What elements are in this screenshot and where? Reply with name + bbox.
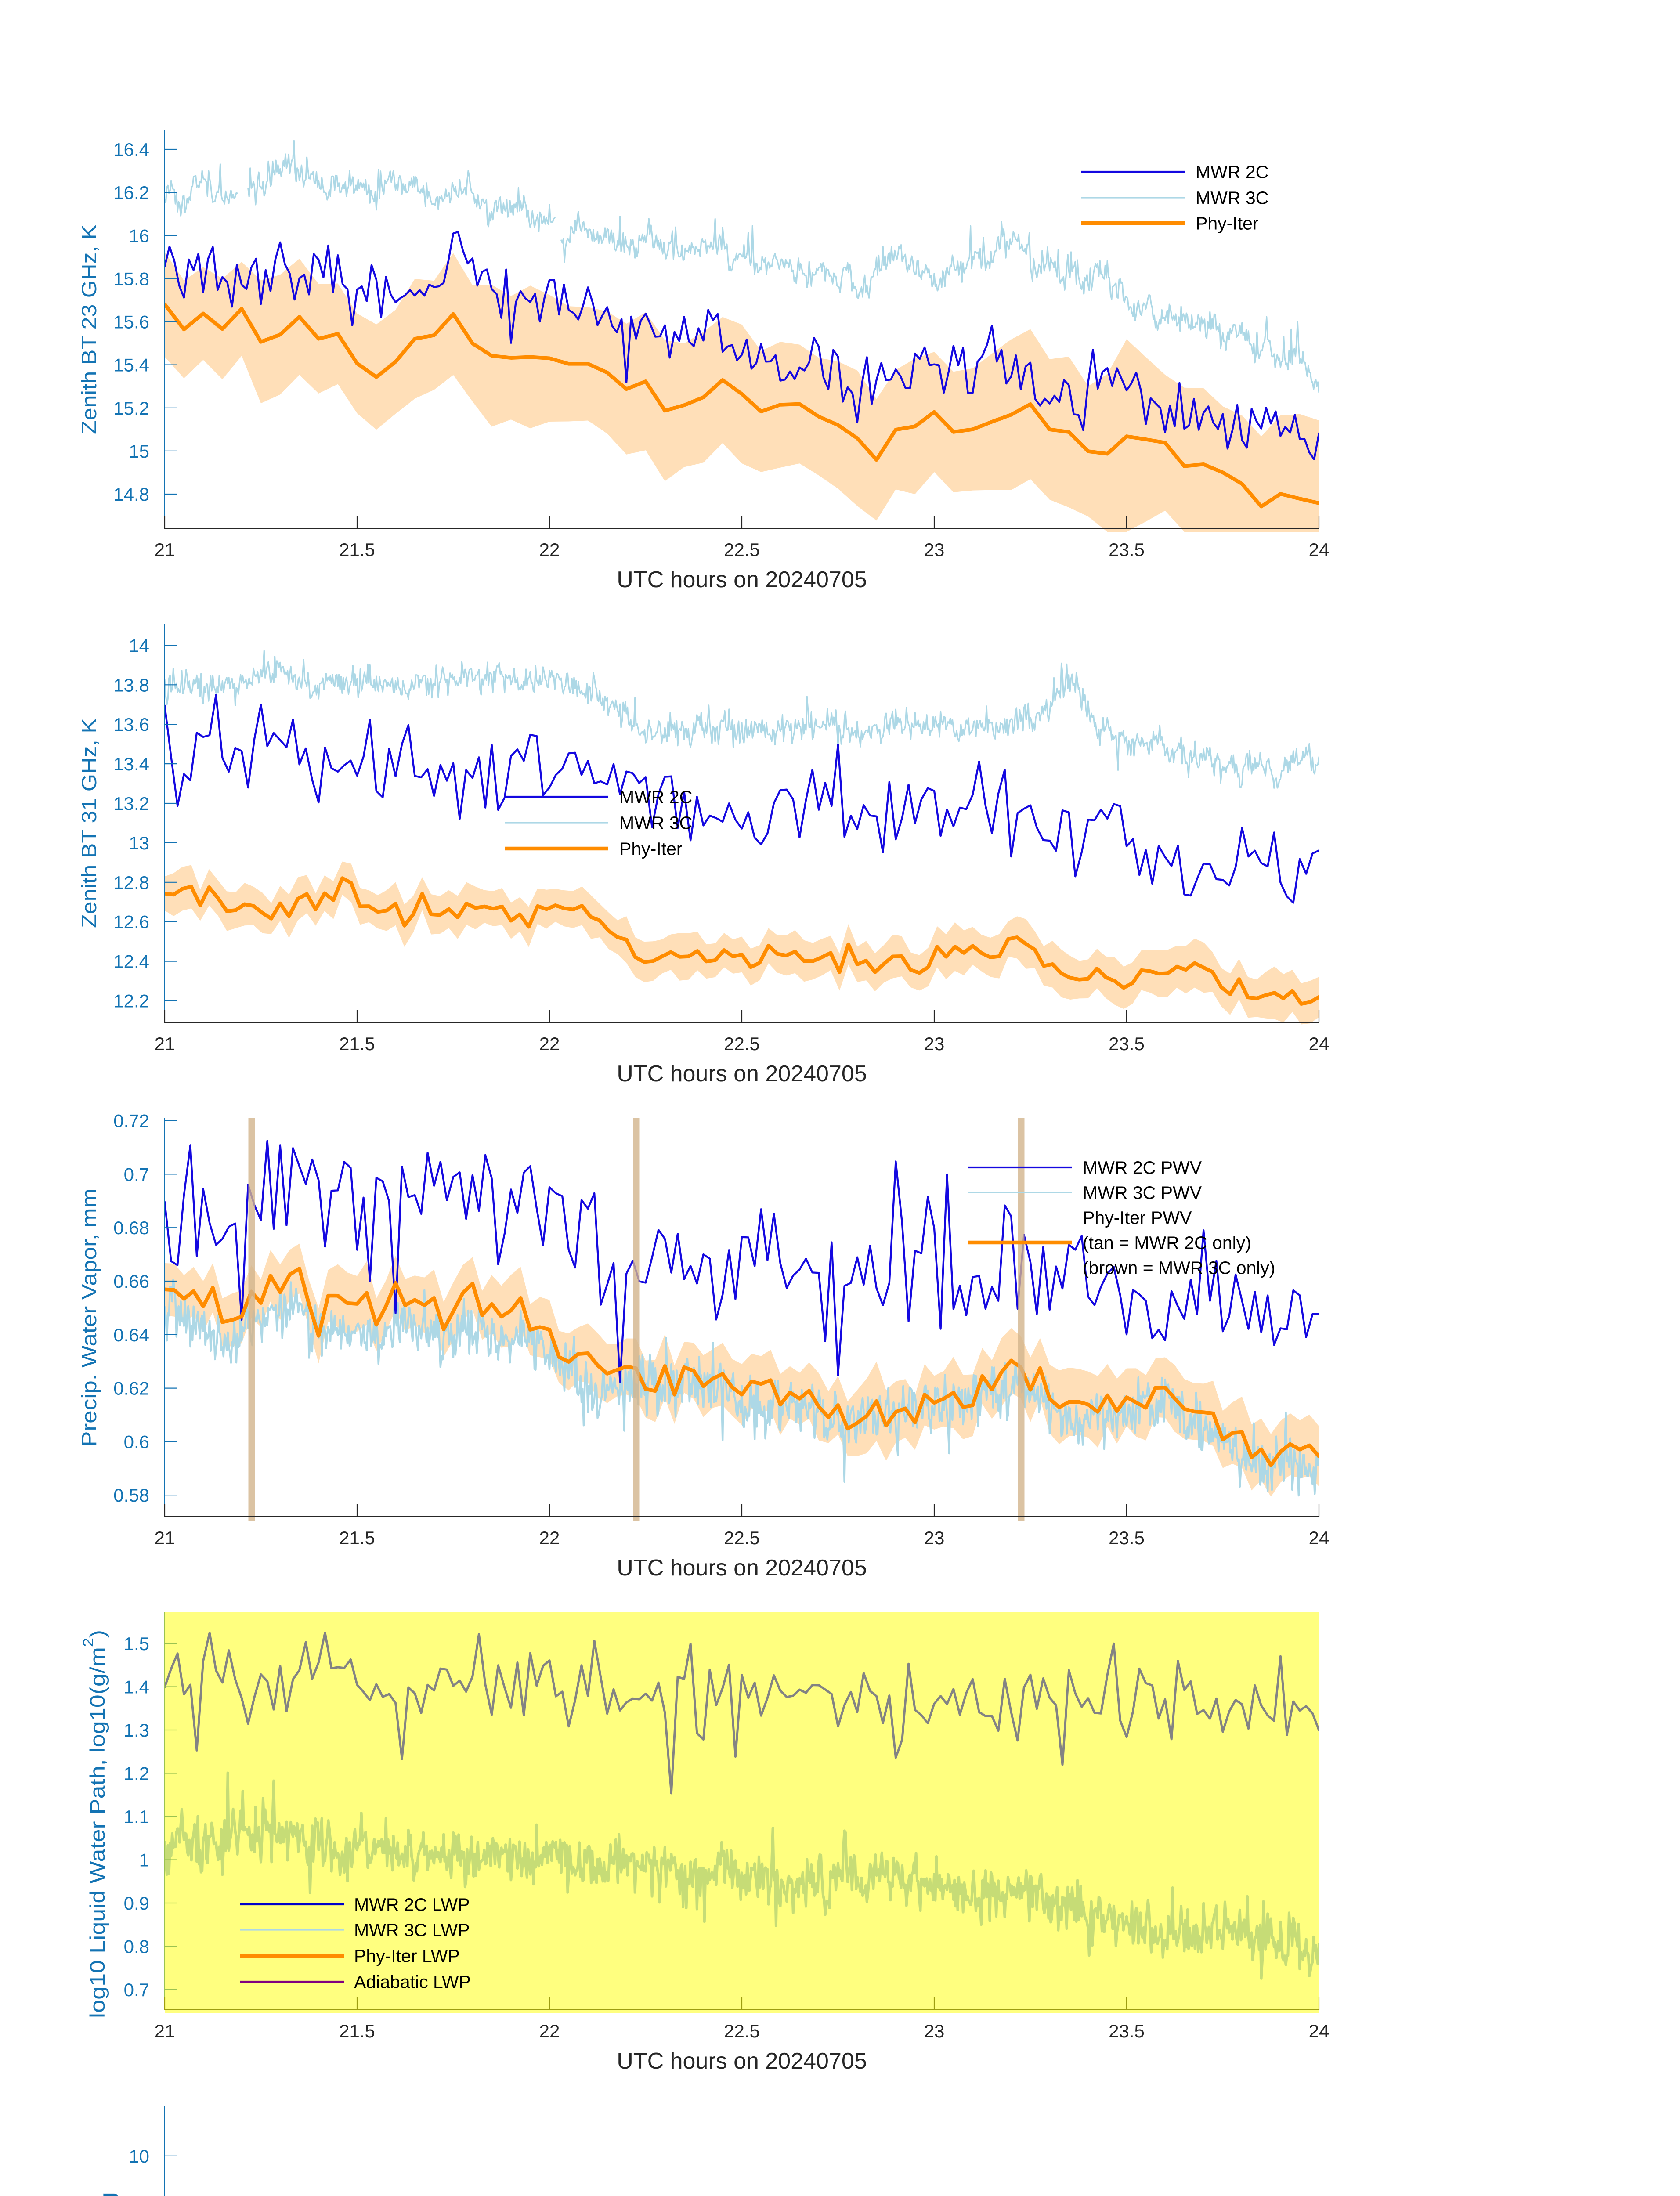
- svg-text:12.2: 12.2: [113, 991, 149, 1011]
- svg-text:Adiabatic LWP: Adiabatic LWP: [354, 1972, 471, 1992]
- svg-text:MWR 2C: MWR 2C: [1196, 162, 1268, 182]
- svg-text:23.5: 23.5: [1109, 1528, 1145, 1548]
- svg-text:0.66: 0.66: [113, 1271, 149, 1292]
- svg-text:22.5: 22.5: [724, 1528, 760, 1548]
- svg-text:24: 24: [1309, 539, 1330, 560]
- svg-text:13.4: 13.4: [113, 754, 149, 774]
- svg-text:1.1: 1.1: [124, 1806, 149, 1827]
- svg-text:23: 23: [924, 1033, 945, 1054]
- svg-text:15.6: 15.6: [113, 312, 149, 332]
- svg-text:21: 21: [155, 539, 175, 560]
- svg-text:21.5: 21.5: [339, 1528, 375, 1548]
- svg-text:0.68: 0.68: [113, 1217, 149, 1238]
- svg-text:MWR Phy Iter DQ Flag: MWR Phy Iter DQ Flag: [95, 2192, 119, 2196]
- svg-text:13: 13: [129, 833, 149, 853]
- svg-text:Phy-Iter: Phy-Iter: [1196, 213, 1259, 234]
- svg-text:12.4: 12.4: [113, 951, 149, 972]
- svg-text:0.72: 0.72: [113, 1111, 149, 1131]
- svg-text:24: 24: [1309, 2021, 1330, 2041]
- svg-text:0.7: 0.7: [124, 1164, 149, 1185]
- svg-text:13.8: 13.8: [113, 675, 149, 695]
- svg-text:21: 21: [155, 1033, 175, 1054]
- svg-text:16: 16: [129, 225, 149, 246]
- svg-text:MWR 3C: MWR 3C: [1196, 188, 1268, 208]
- svg-text:1: 1: [139, 1850, 149, 1871]
- svg-text:MWR 3C LWP: MWR 3C LWP: [354, 1920, 470, 1940]
- svg-text:21.5: 21.5: [339, 2021, 375, 2041]
- svg-text:0.9: 0.9: [124, 1893, 149, 1914]
- svg-text:16.4: 16.4: [113, 139, 149, 160]
- svg-text:Zenith BT 31 GHz, K: Zenith BT 31 GHz, K: [77, 718, 101, 928]
- svg-text:23.5: 23.5: [1109, 539, 1145, 560]
- svg-text:1.4: 1.4: [124, 1677, 149, 1698]
- svg-text:21: 21: [155, 1528, 175, 1548]
- svg-text:MWR 3C: MWR 3C: [619, 813, 692, 833]
- svg-text:10: 10: [129, 2146, 149, 2167]
- svg-text:13.2: 13.2: [113, 793, 149, 814]
- svg-text:22: 22: [539, 1528, 560, 1548]
- svg-text:Zenith BT 23 GHz, K: Zenith BT 23 GHz, K: [77, 224, 101, 434]
- svg-text:0.7: 0.7: [124, 1979, 149, 2000]
- svg-text:MWR 3C PWV: MWR 3C PWV: [1083, 1183, 1202, 1203]
- svg-text:MWR 2C PWV: MWR 2C PWV: [1083, 1158, 1202, 1178]
- svg-text:Phy-Iter PWV: Phy-Iter PWV: [1083, 1208, 1192, 1228]
- svg-text:14: 14: [129, 635, 149, 656]
- svg-text:MWR 2C: MWR 2C: [619, 787, 692, 807]
- svg-text:UTC hours on 20240705: UTC hours on 20240705: [617, 2048, 867, 2074]
- svg-text:1.5: 1.5: [124, 1633, 149, 1654]
- svg-text:15.2: 15.2: [113, 398, 149, 419]
- svg-text:14.8: 14.8: [113, 484, 149, 505]
- svg-text:22: 22: [539, 2021, 560, 2041]
- svg-text:15: 15: [129, 441, 149, 462]
- svg-text:0.62: 0.62: [113, 1378, 149, 1399]
- svg-text:(brown = MWR 3C only): (brown = MWR 3C only): [1083, 1258, 1275, 1278]
- svg-text:UTC hours on 20240705: UTC hours on 20240705: [617, 1555, 867, 1581]
- svg-text:MWR 2C LWP: MWR 2C LWP: [354, 1895, 470, 1915]
- svg-text:23.5: 23.5: [1109, 2021, 1145, 2041]
- svg-text:0.6: 0.6: [124, 1431, 149, 1452]
- svg-text:12.6: 12.6: [113, 912, 149, 932]
- svg-text:12.8: 12.8: [113, 872, 149, 893]
- svg-text:Precip. Water Vapor, mm: Precip. Water Vapor, mm: [77, 1188, 101, 1447]
- svg-text:22: 22: [539, 1033, 560, 1054]
- svg-text:22.5: 22.5: [724, 539, 760, 560]
- svg-text:(tan = MWR 2C only): (tan = MWR 2C only): [1083, 1233, 1251, 1253]
- svg-text:Phy-Iter LWP: Phy-Iter LWP: [354, 1946, 460, 1966]
- svg-text:21: 21: [155, 2021, 175, 2041]
- svg-text:13.6: 13.6: [113, 714, 149, 735]
- svg-text:23: 23: [924, 2021, 945, 2041]
- svg-text:21.5: 21.5: [339, 1033, 375, 1054]
- svg-text:23: 23: [924, 539, 945, 560]
- svg-text:1.3: 1.3: [124, 1720, 149, 1741]
- svg-text:24: 24: [1309, 1033, 1330, 1054]
- svg-text:15.8: 15.8: [113, 268, 149, 289]
- svg-text:0.64: 0.64: [113, 1325, 149, 1345]
- svg-text:1.2: 1.2: [124, 1763, 149, 1784]
- svg-text:22: 22: [539, 539, 560, 560]
- svg-text:22.5: 22.5: [724, 2021, 760, 2041]
- svg-text:UTC hours on 20240705: UTC hours on 20240705: [617, 567, 867, 592]
- svg-text:23.5: 23.5: [1109, 1033, 1145, 1054]
- svg-text:15.4: 15.4: [113, 355, 149, 376]
- svg-text:23: 23: [924, 1528, 945, 1548]
- svg-text:16.2: 16.2: [113, 182, 149, 203]
- svg-text:24: 24: [1309, 1528, 1330, 1548]
- svg-text:Phy-Iter: Phy-Iter: [619, 839, 683, 859]
- svg-text:0.8: 0.8: [124, 1936, 149, 1957]
- svg-text:21.5: 21.5: [339, 539, 375, 560]
- svg-text:UTC hours on 20240705: UTC hours on 20240705: [617, 1061, 867, 1087]
- svg-text:22.5: 22.5: [724, 1033, 760, 1054]
- svg-text:0.58: 0.58: [113, 1485, 149, 1506]
